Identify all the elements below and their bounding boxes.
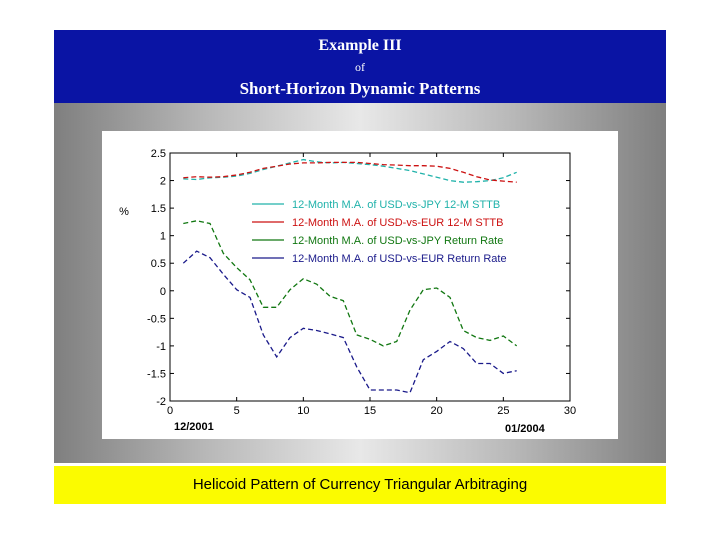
legend-label: 12-Month M.A. of USD-vs-JPY 12-M STTB [292, 199, 500, 211]
y-tick-label: 0 [160, 286, 166, 298]
y-tick-label: 1.5 [151, 203, 166, 215]
series-line-4 [182, 250, 517, 394]
caption: Helicoid Pattern of Currency Triangular … [192, 476, 528, 493]
legend-label: 12-Month M.A. of USD-vs-JPY Return Rate [292, 235, 503, 247]
x-tick-label: 5 [234, 405, 240, 417]
y-tick-label: 0.5 [151, 258, 166, 270]
x-end-label: 01/2004 [505, 423, 546, 435]
title-bar: Example III of Short-Horizon Dynamic Pat… [54, 30, 666, 103]
series-line-2 [183, 161, 517, 183]
x-tick-label: 15 [364, 405, 376, 417]
chart-frame: % 2.5 2 1.5 1 0.5 0 -0.5 -1 -1.5 -2 0 5 10 15 20 25 30 … [54, 103, 666, 463]
x-tick-label: 30 [564, 405, 576, 417]
y-tick-label: -1.5 [147, 368, 166, 380]
subtitle: Short-Horizon Dynamic Patterns [239, 79, 481, 98]
plot-box [169, 152, 571, 402]
caption-bar: Helicoid Pattern of Currency Triangular … [54, 466, 666, 504]
x-start-label: 12/2001 [174, 421, 214, 433]
y-tick-label: -1 [156, 341, 166, 353]
legend-label: 12-Month M.A. of USD-vs-EUR Return Rate [292, 253, 507, 265]
y-tick-label: -0.5 [147, 313, 166, 325]
y-tick-label: 1 [160, 231, 166, 243]
line-chart: % 2.521.510.50-0.5-1-1.5-2 0 5 10 15 20 25 30 … [119, 148, 576, 435]
x-tick-label: 20 [431, 405, 443, 417]
y-tick-label: 2.5 [151, 148, 166, 160]
series-line-3 [183, 220, 518, 347]
title-of: of [355, 60, 365, 74]
y-tick-label: -2 [156, 396, 166, 408]
x-tick-label: 0 [167, 405, 173, 417]
x-tick-label: 10 [297, 405, 309, 417]
plot-panel: % 2.5 2 1.5 1 0.5 0 -0.5 -1 -1.5 -2 0 5 10 15 20 25 30 … [102, 131, 618, 439]
x-tick-label: 25 [497, 405, 509, 417]
legend-label: 12-Month M.A. of USD-vs-EUR 12-M STTB [292, 217, 504, 229]
y-tick-label: 2 [160, 176, 166, 188]
title: Example III [318, 37, 402, 54]
y-axis-label: % [119, 206, 129, 218]
